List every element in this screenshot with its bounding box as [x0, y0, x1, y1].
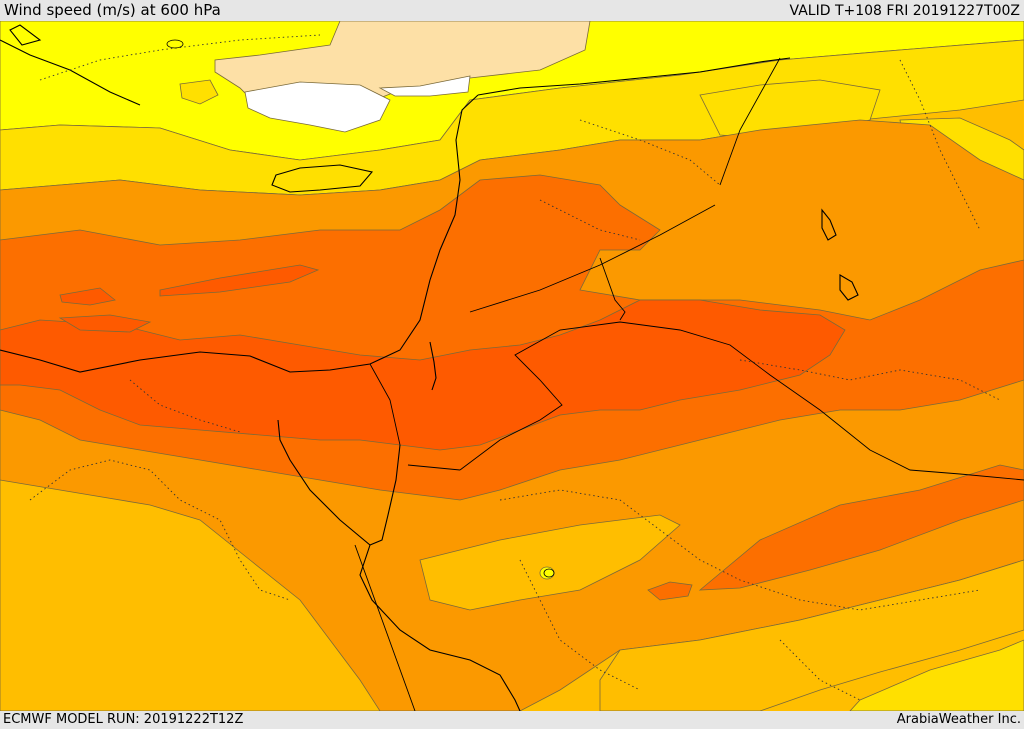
amber-patch-southeast: [419, 514, 681, 611]
internal-borders: [29, 34, 1001, 701]
brand-label: ArabiaWeather Inc.: [896, 712, 1021, 727]
white-band: [244, 81, 391, 133]
white-band-east: [378, 75, 471, 97]
map-title: Wind speed (m/s) at 600 hPa: [4, 1, 221, 19]
amber-band-south: [0, 479, 381, 711]
lakes: [166, 39, 555, 578]
red-orange-core: [0, 299, 846, 451]
red-orange-streak-1: [59, 287, 116, 306]
valid-time: VALID T+108 FRI 20191227T00Z: [789, 3, 1020, 19]
red-orange-streak-2: [159, 264, 320, 297]
amber-band-south-east: [599, 559, 1024, 711]
gold-band-south: [849, 639, 1024, 711]
wind-speed-map: [0, 21, 1024, 711]
header-bar: Wind speed (m/s) at 600 hPa VALID T+108 …: [0, 0, 1024, 21]
borders: [354, 57, 1024, 711]
deep-orange-tongue-southeast: [698, 464, 1024, 591]
red-orange-streak-3: [58, 314, 152, 333]
footer-bar: ECMWF MODEL RUN: 20191222T12Z ArabiaWeat…: [0, 711, 1024, 729]
gold-blob-northwest: [179, 79, 219, 105]
yellow-blob-southeast: [539, 566, 555, 580]
model-run-label: ECMWF MODEL RUN: 20191222T12Z: [3, 712, 244, 727]
deep-orange-patch-south: [647, 581, 693, 601]
